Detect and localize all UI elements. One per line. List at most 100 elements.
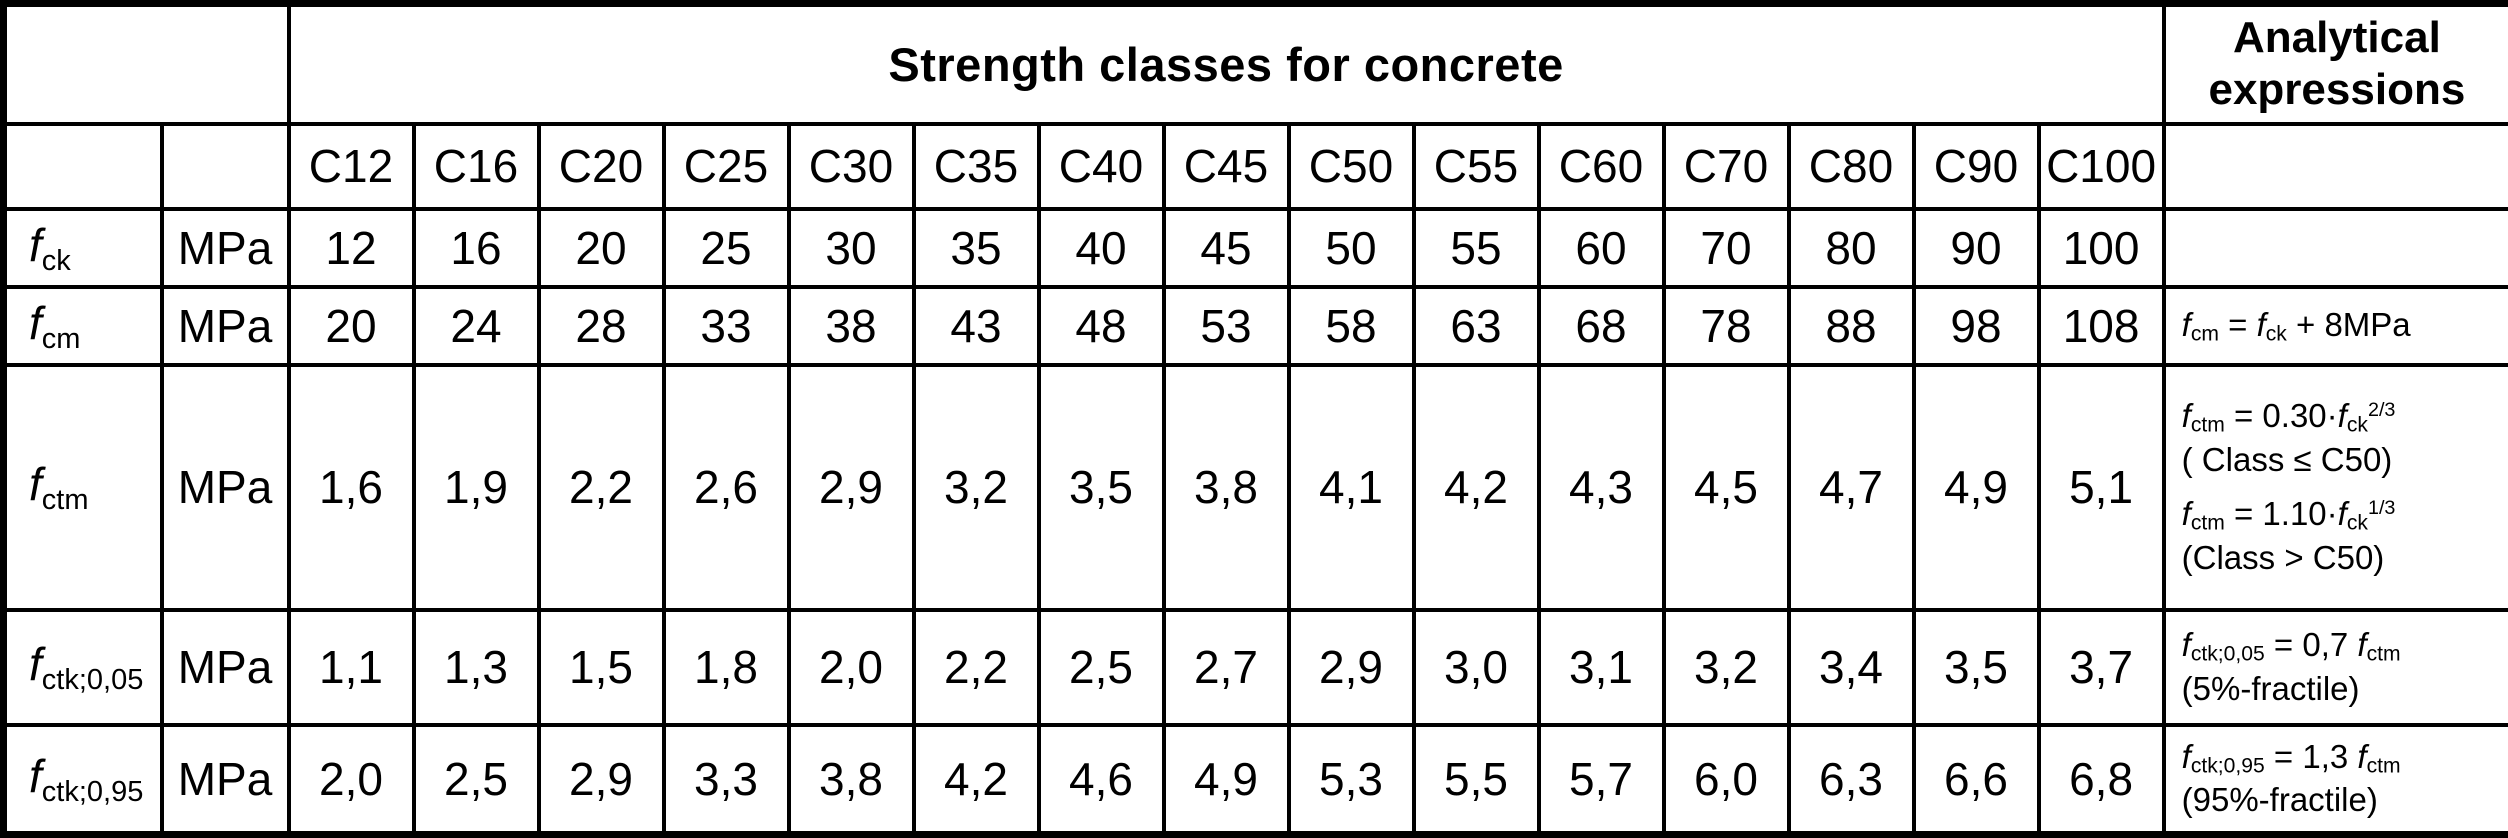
value-cell: 48 (1039, 287, 1164, 365)
value-cell: 80 (1789, 209, 1914, 287)
formula-operator: = 0,7 (2265, 626, 2358, 663)
formula-line: fctm = 0.30·fck2/3 (2182, 395, 2501, 439)
formula-fcm: fcm = fck + 8MPa (2182, 304, 2501, 348)
value-cell: 2,9 (789, 365, 914, 610)
value-cell: 6,8 (2039, 725, 2164, 835)
formula-subscript: ctm (2191, 414, 2225, 437)
formula-operator: = 1,3 (2265, 738, 2358, 775)
class-header-cell: C80 (1789, 124, 1914, 209)
formula-subscript: ctk;0,05 (2191, 643, 2265, 666)
analytical-expressions-header: Analytical expressions (2164, 4, 2508, 124)
unit-cell: MPa (162, 287, 289, 365)
quantity-symbol: f (29, 458, 42, 510)
row-label-cell: fcm (4, 287, 162, 365)
expression-cell: fctm = 0.30·fck2/3 ( Class ≤ C50) fctm =… (2164, 365, 2508, 610)
value-cell: 2,0 (789, 610, 914, 725)
unit-cell: MPa (162, 365, 289, 610)
unit-cell: MPa (162, 725, 289, 835)
table-row-fcm: fcm MPa 20 24 28 33 38 43 48 53 58 63 68… (4, 287, 2508, 365)
formula-subscript: ck (2266, 322, 2287, 345)
formula-superscript: 1/3 (2368, 497, 2396, 519)
class-header-cell: C50 (1289, 124, 1414, 209)
quantity-subscript: ctk;0,95 (42, 776, 144, 808)
table-row-fctm: fctm MPa 1,6 1,9 2,2 2,6 2,9 3,2 3,5 3,8… (4, 365, 2508, 610)
value-cell: 70 (1664, 209, 1789, 287)
formula-fctm-high: fctm = 1.10·fck1/3 (Class > C50) (2182, 493, 2501, 579)
value-cell: 33 (664, 287, 789, 365)
value-cell: 1,3 (414, 610, 539, 725)
value-cell: 25 (664, 209, 789, 287)
value-cell: 3,5 (1914, 610, 2039, 725)
value-cell: 3,2 (1664, 610, 1789, 725)
expression-cell (2164, 209, 2508, 287)
expression-cell: fcm = fck + 8MPa (2164, 287, 2508, 365)
value-cell: 2,9 (1289, 610, 1414, 725)
formula-fctk005: fctk;0,05 = 0,7 fctm (5%-fractile) (2182, 624, 2501, 710)
formula-condition: (Class > C50) (2182, 537, 2501, 579)
table-row-fctk095: fctk;0,95 MPa 2,0 2,5 2,9 3,3 3,8 4,2 4,… (4, 725, 2508, 835)
row-label-cell: fctk;0,05 (4, 610, 162, 725)
value-cell: 6,0 (1664, 725, 1789, 835)
formula-subscript: ck (2347, 512, 2368, 535)
value-cell: 35 (914, 209, 1039, 287)
value-cell: 4,2 (914, 725, 1039, 835)
value-cell: 3,0 (1414, 610, 1539, 725)
value-cell: 50 (1289, 209, 1414, 287)
table-row-classes: C12 C16 C20 C25 C30 C35 C40 C45 C50 C55 … (4, 124, 2508, 209)
formula-symbol: f (2338, 495, 2347, 532)
value-cell: 2,7 (1164, 610, 1289, 725)
value-cell: 30 (789, 209, 914, 287)
value-cell: 1,8 (664, 610, 789, 725)
value-cell: 53 (1164, 287, 1289, 365)
value-cell: 6,3 (1789, 725, 1914, 835)
table-row-title: Strength classes for concrete Analytical… (4, 4, 2508, 124)
class-header-cell: C100 (2039, 124, 2164, 209)
table-title: Strength classes for concrete (289, 4, 2164, 124)
value-cell: 3,7 (2039, 610, 2164, 725)
value-cell: 2,6 (664, 365, 789, 610)
value-cell: 2,5 (414, 725, 539, 835)
value-cell: 4,3 (1539, 365, 1664, 610)
formula-condition: (95%-fractile) (2182, 779, 2501, 821)
value-cell: 1,9 (414, 365, 539, 610)
formula-fctk095: fctk;0,95 = 1,3 fctm (95%-fractile) (2182, 736, 2501, 822)
formula-operator: = (2219, 306, 2257, 343)
value-cell: 90 (1914, 209, 2039, 287)
value-cell: 68 (1539, 287, 1664, 365)
value-cell: 3,8 (1164, 365, 1289, 610)
formula-symbol: f (2182, 626, 2191, 663)
formula-condition: (5%-fractile) (2182, 668, 2501, 710)
expression-cell: fctk;0,95 = 1,3 fctm (95%-fractile) (2164, 725, 2508, 835)
value-cell: 2,0 (289, 725, 414, 835)
class-header-cell: C90 (1914, 124, 2039, 209)
expression-cell: fctk;0,05 = 0,7 fctm (5%-fractile) (2164, 610, 2508, 725)
unit-cell: MPa (162, 610, 289, 725)
formula-operator: = 1.10· (2225, 495, 2338, 532)
quantity-subscript: cm (42, 323, 81, 355)
formula-line: fctk;0,05 = 0,7 fctm (2182, 624, 2501, 668)
value-cell: 3,3 (664, 725, 789, 835)
value-cell: 2,5 (1039, 610, 1164, 725)
value-cell: 78 (1664, 287, 1789, 365)
value-cell: 28 (539, 287, 664, 365)
value-cell: 5,5 (1414, 725, 1539, 835)
class-header-cell: C35 (914, 124, 1039, 209)
value-cell: 5,1 (2039, 365, 2164, 610)
quantity-subscript: ck (42, 245, 71, 277)
value-cell: 3,1 (1539, 610, 1664, 725)
formula-symbol: f (2182, 495, 2191, 532)
table-row-fck: fck MPa 12 16 20 25 30 35 40 45 50 55 60… (4, 209, 2508, 287)
class-header-cell: C20 (539, 124, 664, 209)
formula-subscript: ctm (2191, 512, 2225, 535)
formula-operator: = 0.30· (2225, 397, 2338, 434)
value-cell: 2,9 (539, 725, 664, 835)
value-cell: 43 (914, 287, 1039, 365)
value-cell: 38 (789, 287, 914, 365)
class-header-cell: C40 (1039, 124, 1164, 209)
row-label-cell: fctm (4, 365, 162, 610)
empty-cell (2164, 124, 2508, 209)
value-cell: 6,6 (1914, 725, 2039, 835)
value-cell: 98 (1914, 287, 2039, 365)
